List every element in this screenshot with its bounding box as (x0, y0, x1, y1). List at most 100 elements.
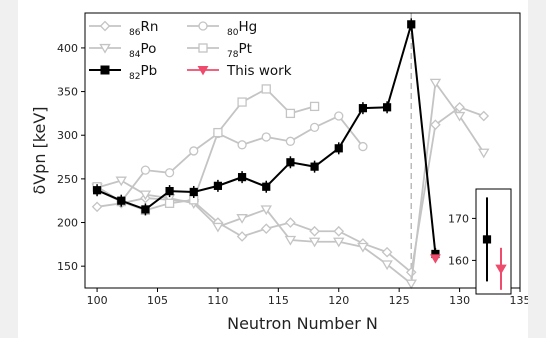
legend-element: Rn (140, 19, 158, 35)
legend-marker (197, 66, 209, 76)
data-point-rn-n112 (236, 231, 248, 242)
y-tick-label: 350 (57, 86, 78, 99)
data-point-pt-n106 (164, 198, 175, 208)
legend-marker (99, 43, 111, 54)
data-point-rn-n124 (381, 246, 393, 258)
legend-mass-number: 82 (129, 72, 140, 82)
data-point-rn-n132 (478, 110, 490, 122)
data-point-pt-n116 (285, 108, 296, 119)
data-point-rn-n128 (430, 119, 441, 131)
inset-y-tick-label: 160 (448, 254, 469, 267)
data-point-pt-n110 (213, 127, 223, 138)
data-point-po-n122 (357, 242, 369, 253)
data-point-po-n130 (453, 111, 466, 122)
data-point-po-n132 (478, 148, 490, 159)
legend-element: Po (140, 41, 156, 57)
y-tick-label: 300 (57, 129, 78, 142)
legend-mass-number: 86 (129, 28, 141, 38)
data-point-rn-n130 (454, 101, 465, 113)
inset-frame (475, 188, 512, 295)
x-tick-label: 115 (268, 294, 289, 307)
chart-panel: 100 105 110 115 120 125 130 135 150 200 250 300 350 4… (18, 0, 528, 338)
legend-mass-number: 84 (129, 50, 141, 60)
legend-label: This work (226, 63, 292, 79)
inset-marker (495, 264, 507, 275)
data-point-hg-n104 (140, 165, 151, 175)
legend-item-hg: 80Hg (187, 19, 257, 38)
data-point-rn-n114 (260, 223, 272, 234)
legend-item-pt: 78Pt (187, 41, 252, 60)
data-point-hg-n116 (285, 136, 296, 146)
data-point-po-n112 (236, 214, 248, 224)
legend-item-rn: 86Rn (89, 19, 158, 38)
data-point-po-n120 (333, 237, 345, 248)
data-point-po-n104 (139, 190, 152, 201)
data-point-po-n102 (115, 176, 127, 187)
data-point-pt-n114 (261, 84, 271, 94)
series-pb (92, 18, 440, 260)
plot-frame (84, 12, 521, 289)
data-point-pt-n112 (237, 97, 247, 107)
y-axis-label: δVpn [keV] (30, 106, 49, 194)
legend-label: 82Pb (129, 63, 157, 82)
axis-ticks: 100 105 110 115 120 125 130 135 150 200 250 300 350 4… (57, 42, 528, 307)
legend-element: Pt (238, 41, 251, 57)
legend-label: 80Hg (227, 19, 257, 38)
y-tick-label: 200 (57, 217, 78, 230)
data-point-po-n110 (212, 222, 224, 233)
data-point-po-n126 (405, 279, 417, 290)
legend-label: 86Rn (129, 19, 158, 38)
data-point-hg-n120 (334, 111, 344, 121)
data-point-this-work-n128 (429, 254, 441, 264)
inset-y-tick-label: 170 (448, 212, 469, 225)
data-point-hg-n106 (164, 168, 175, 178)
legend-marker (198, 21, 208, 31)
legend-mass-number: 78 (227, 50, 239, 60)
legend-item-po: 84Po (89, 41, 156, 60)
data-point-hg-n114 (261, 132, 271, 142)
data-point-rn-n100 (91, 201, 103, 213)
data-point-hg-n108 (189, 146, 199, 156)
data-point-po-n128 (429, 78, 442, 89)
legend-element: Hg (238, 19, 257, 35)
inset-point-this-work (495, 247, 507, 290)
y-tick-label: 250 (57, 173, 78, 186)
x-tick-label: 135 (510, 294, 529, 307)
y-tick-label: 400 (57, 42, 78, 55)
data-point-po-n118 (308, 237, 321, 248)
series-this-work (429, 254, 441, 264)
series-layer (91, 18, 490, 290)
legend-marker (198, 43, 208, 53)
data-point-po-n116 (284, 235, 297, 246)
x-tick-label: 110 (207, 294, 228, 307)
data-point-hg-n112 (237, 140, 247, 150)
inset-marker (482, 235, 492, 244)
legend: 86Rn 80Hg 84Po 78Pt 82Pb This work (89, 19, 292, 82)
data-point-rn-n118 (309, 225, 320, 237)
x-axis-label: Neutron Number N (227, 314, 378, 333)
inset-point-pb (482, 197, 492, 282)
legend-item-this-work: This work (187, 63, 292, 79)
legend-item-pb: 82Pb (89, 63, 157, 82)
x-tick-label: 105 (147, 294, 168, 307)
data-point-hg-n118 (309, 122, 320, 133)
inset-panel: 160 170 (448, 188, 512, 295)
x-tick-label: 120 (328, 294, 349, 307)
legend-label: 84Po (129, 41, 156, 60)
series-line-rn (96, 106, 485, 274)
legend-label: 78Pt (227, 41, 252, 60)
x-tick-label: 100 (87, 294, 108, 307)
data-point-pt-n118 (309, 101, 320, 112)
y-tick-label: 150 (57, 260, 78, 273)
legend-mass-number: 80 (227, 28, 239, 38)
series-line-pt (96, 87, 315, 212)
x-tick-label: 125 (389, 294, 410, 307)
data-point-po-n114 (260, 205, 272, 216)
legend-marker (100, 65, 110, 75)
x-tick-label: 130 (449, 294, 470, 307)
data-point-hg-n122 (358, 141, 368, 152)
legend-marker (99, 20, 111, 32)
delta-vpn-chart: 100 105 110 115 120 125 130 135 150 200 250 300 350 4… (30, 12, 528, 333)
data-point-po-n124 (381, 260, 393, 271)
data-point-rn-n116 (285, 217, 296, 228)
